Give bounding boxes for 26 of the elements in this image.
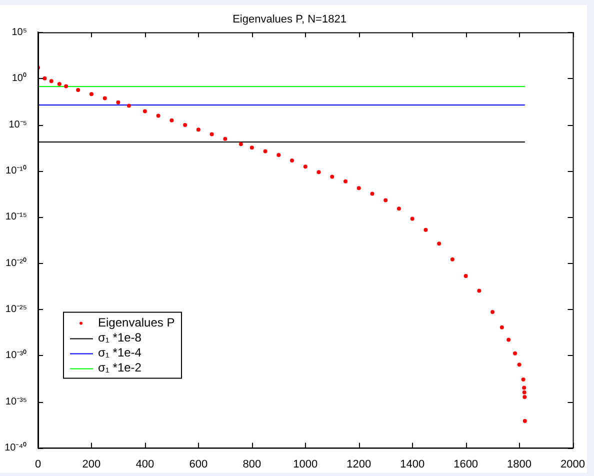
chart-title: Eigenvalues P, N=1821 [232, 14, 346, 26]
y-tick-label: 10⁻³⁰ [6, 349, 27, 362]
x-tick-label: 1800 [507, 458, 532, 470]
x-tick-label: 1000 [293, 458, 318, 470]
x-tick-label: 600 [189, 458, 208, 470]
legend-label: σ₁ *1e-8 [98, 330, 142, 345]
x-tick-label: 1200 [346, 458, 372, 470]
y-tick-label: 10⁻²⁵ [5, 304, 27, 316]
y-tick-label: 10⁵ [12, 26, 27, 38]
y-tick-label: 10⁻³⁵ [5, 396, 27, 408]
y-tick-label: 10⁰ [12, 72, 27, 84]
x-tick-label: 200 [82, 458, 101, 470]
legend-label: σ₁ *1e-2 [98, 360, 142, 375]
legend-label: Eigenvalues P [98, 316, 175, 330]
x-tick-label: 1400 [400, 458, 425, 470]
y-tick-label: 10⁻²⁰ [6, 256, 27, 269]
x-tick-label: 1600 [454, 458, 478, 470]
y-tick-label: 10⁻¹⁵ [5, 212, 27, 223]
y-tick-label: 10⁻¹⁰ [6, 164, 27, 176]
y-tick-label: 10⁻⁵ [8, 119, 27, 130]
x-tick-label: 2000 [560, 458, 586, 470]
y-tick-label: 10⁻⁴⁰ [4, 442, 27, 454]
legend-label: σ₁ *1e-4 [98, 346, 142, 360]
x-tick-label: 0 [34, 458, 42, 470]
x-tick-label: 800 [242, 458, 262, 470]
x-tick-label: 400 [136, 458, 154, 470]
